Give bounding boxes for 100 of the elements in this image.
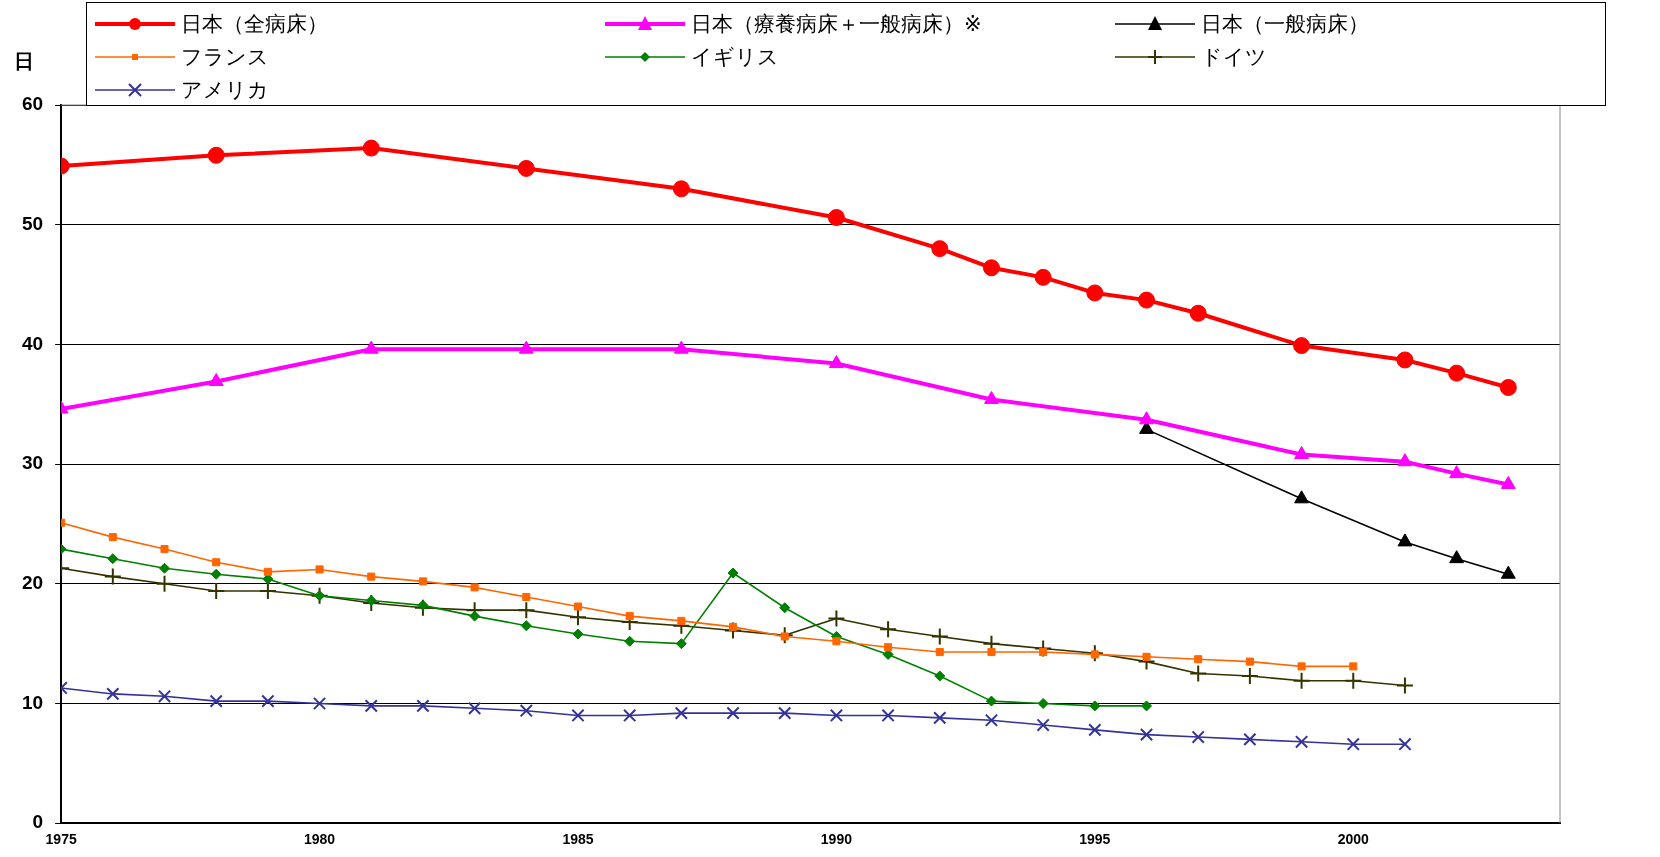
- point: [1141, 700, 1153, 712]
- x-tick-label: 1980: [303, 831, 336, 848]
- point: [1294, 735, 1309, 749]
- point: [572, 628, 584, 640]
- point: [1243, 732, 1257, 747]
- point: [103, 567, 122, 586]
- legend-label: イギリス: [691, 43, 779, 71]
- point: [571, 708, 585, 723]
- point: [568, 608, 587, 627]
- x-tick-label: 1985: [562, 831, 594, 848]
- x-tick-label: 1995: [1079, 831, 1111, 848]
- point: [674, 706, 689, 720]
- point: [207, 581, 226, 600]
- point: [1245, 657, 1254, 666]
- point: [416, 699, 430, 713]
- point: [1240, 666, 1259, 685]
- y-tick-label: 20: [21, 572, 44, 594]
- point: [1293, 337, 1311, 355]
- y-tick-label: 30: [21, 452, 44, 474]
- point: [159, 562, 170, 574]
- point: [1139, 727, 1154, 742]
- point: [207, 146, 225, 164]
- point: [467, 701, 482, 715]
- point: [470, 583, 479, 592]
- point: [518, 340, 534, 354]
- point: [1449, 465, 1465, 479]
- point: [160, 545, 169, 554]
- point: [517, 159, 535, 177]
- point: [1292, 671, 1311, 690]
- point: [884, 643, 893, 652]
- point: [1346, 737, 1360, 751]
- point: [1294, 490, 1309, 504]
- point: [367, 572, 376, 581]
- point: [107, 553, 119, 565]
- point: [1191, 730, 1205, 744]
- y-tick-label: 0: [32, 811, 44, 833]
- point: [985, 695, 997, 707]
- point: [1297, 662, 1306, 671]
- point: [778, 706, 792, 720]
- y-tick-label: 60: [21, 93, 44, 115]
- point: [624, 635, 636, 647]
- point: [982, 259, 1000, 277]
- point: [1499, 378, 1517, 396]
- y-tick-label: 10: [21, 691, 44, 713]
- point: [212, 558, 221, 567]
- point: [832, 637, 841, 646]
- point: [879, 620, 898, 639]
- point: [362, 139, 380, 157]
- legend-label: フランス: [181, 43, 269, 71]
- point: [261, 694, 275, 708]
- point: [108, 533, 117, 542]
- point: [1036, 718, 1050, 732]
- point: [1397, 533, 1413, 547]
- point: [1089, 700, 1101, 712]
- point: [779, 602, 791, 614]
- point: [1448, 364, 1466, 382]
- point: [623, 708, 637, 723]
- point: [106, 687, 120, 701]
- point: [1090, 650, 1099, 659]
- point: [677, 616, 686, 625]
- point: [933, 711, 947, 725]
- point: [726, 706, 740, 720]
- point: [1037, 698, 1049, 709]
- point: [881, 708, 895, 723]
- point: [1086, 284, 1104, 302]
- point: [829, 708, 844, 723]
- point: [828, 355, 844, 369]
- legend-label: ドイツ: [1201, 43, 1267, 71]
- point: [1034, 268, 1052, 286]
- x-tick-label: 2000: [1337, 831, 1370, 848]
- point: [1344, 671, 1363, 690]
- point: [418, 577, 427, 586]
- point: [675, 638, 687, 650]
- point: [672, 180, 690, 198]
- point: [625, 612, 634, 621]
- point: [520, 620, 532, 632]
- point: [208, 373, 224, 387]
- point: [417, 599, 429, 611]
- point: [263, 567, 272, 576]
- legend-label: 日本（一般病床）: [1201, 10, 1369, 38]
- point: [363, 340, 379, 354]
- point: [155, 574, 174, 593]
- x-tick-label: 1990: [820, 831, 853, 848]
- point: [1397, 453, 1413, 467]
- point: [1139, 411, 1154, 425]
- point: [673, 340, 689, 354]
- point: [1349, 662, 1358, 671]
- point: [469, 610, 481, 622]
- y-tick-label: 40: [21, 332, 44, 354]
- point: [935, 647, 944, 657]
- point: [930, 627, 949, 646]
- legend-label: 日本（全病床）: [181, 10, 328, 38]
- y-tick-label: 50: [21, 212, 44, 234]
- point: [984, 713, 999, 727]
- point: [364, 699, 378, 713]
- point: [1395, 676, 1414, 695]
- point: [1398, 737, 1412, 751]
- point: [157, 689, 172, 703]
- point: [1194, 655, 1203, 664]
- point: [729, 622, 738, 631]
